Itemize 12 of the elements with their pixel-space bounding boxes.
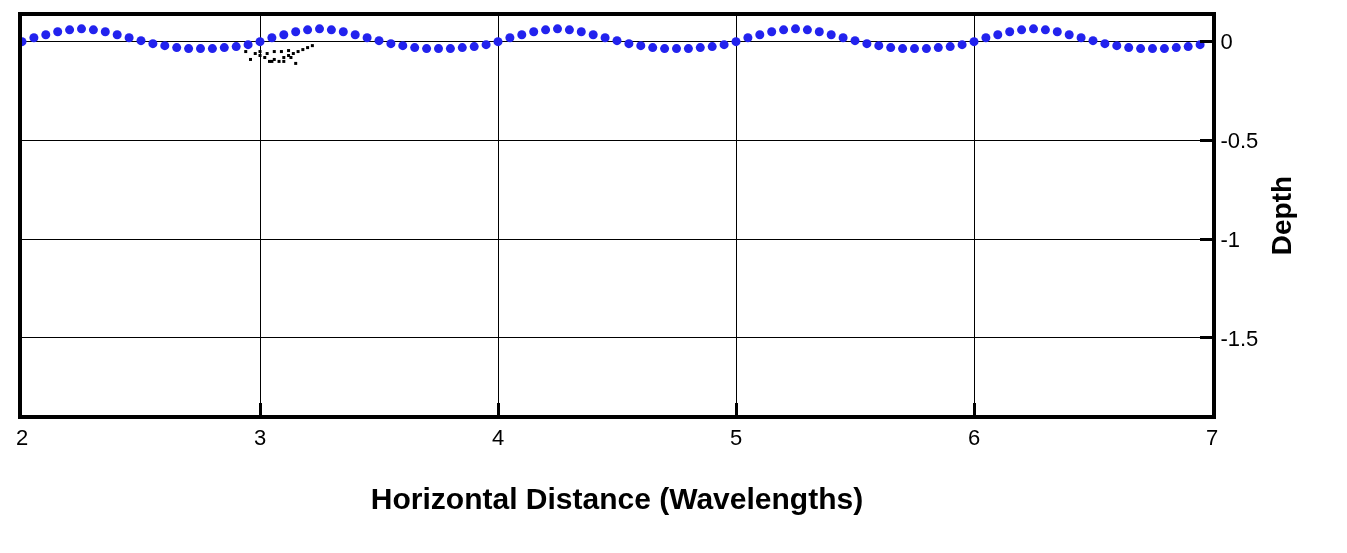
y-axis-title: Depth bbox=[1265, 175, 1297, 256]
y-tick-label: -0.5 bbox=[1220, 128, 1259, 154]
x-tick-label: 5 bbox=[729, 425, 743, 451]
x-axis-title: Horizontal Distance (Wavelengths) bbox=[370, 482, 864, 516]
y-tick-label: -1 bbox=[1220, 226, 1240, 252]
x-tick-label: 4 bbox=[491, 425, 505, 451]
x-tick-label: 2 bbox=[15, 425, 29, 451]
y-tick-label: -1.5 bbox=[1220, 325, 1259, 351]
x-tick-label: 6 bbox=[967, 425, 981, 451]
y-tick-label: 0 bbox=[1220, 29, 1233, 55]
x-tick-label: 3 bbox=[253, 425, 267, 451]
x-tick-label: 7 bbox=[1205, 425, 1219, 451]
